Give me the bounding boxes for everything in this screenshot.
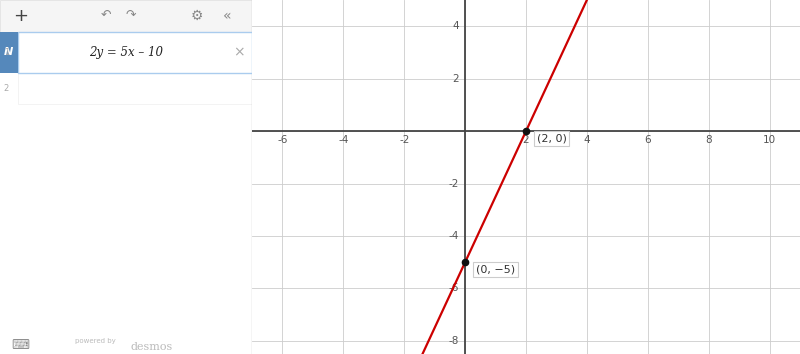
FancyBboxPatch shape: [0, 32, 18, 73]
Text: -2: -2: [449, 178, 459, 189]
Text: -6: -6: [449, 284, 459, 293]
Text: 4: 4: [452, 21, 459, 31]
Text: (0, −5): (0, −5): [476, 265, 515, 275]
Text: -4: -4: [449, 231, 459, 241]
Text: ↶: ↶: [101, 10, 111, 22]
Text: 2: 2: [452, 74, 459, 84]
Text: ⚙: ⚙: [190, 9, 203, 23]
Text: 2y = 5x – 10: 2y = 5x – 10: [89, 46, 163, 59]
Text: 6: 6: [645, 135, 651, 145]
Text: «: «: [222, 9, 231, 23]
Text: ↷: ↷: [126, 10, 136, 22]
Text: 1: 1: [4, 48, 9, 57]
FancyBboxPatch shape: [18, 73, 252, 104]
FancyBboxPatch shape: [18, 32, 252, 73]
Text: -2: -2: [399, 135, 410, 145]
Text: 2: 2: [522, 135, 530, 145]
Text: desmos: desmos: [130, 342, 172, 352]
Text: -6: -6: [278, 135, 288, 145]
Text: 10: 10: [763, 135, 776, 145]
Text: 8: 8: [706, 135, 712, 145]
Text: (2, 0): (2, 0): [537, 133, 566, 144]
Text: 2: 2: [4, 84, 9, 93]
Text: N: N: [4, 47, 14, 57]
Text: -4: -4: [338, 135, 349, 145]
Text: +: +: [13, 7, 28, 25]
Text: ⌨: ⌨: [11, 339, 29, 352]
Text: 4: 4: [583, 135, 590, 145]
Text: ×: ×: [234, 45, 246, 59]
Text: -8: -8: [449, 336, 459, 346]
FancyBboxPatch shape: [0, 0, 252, 32]
Text: powered by: powered by: [75, 338, 116, 343]
